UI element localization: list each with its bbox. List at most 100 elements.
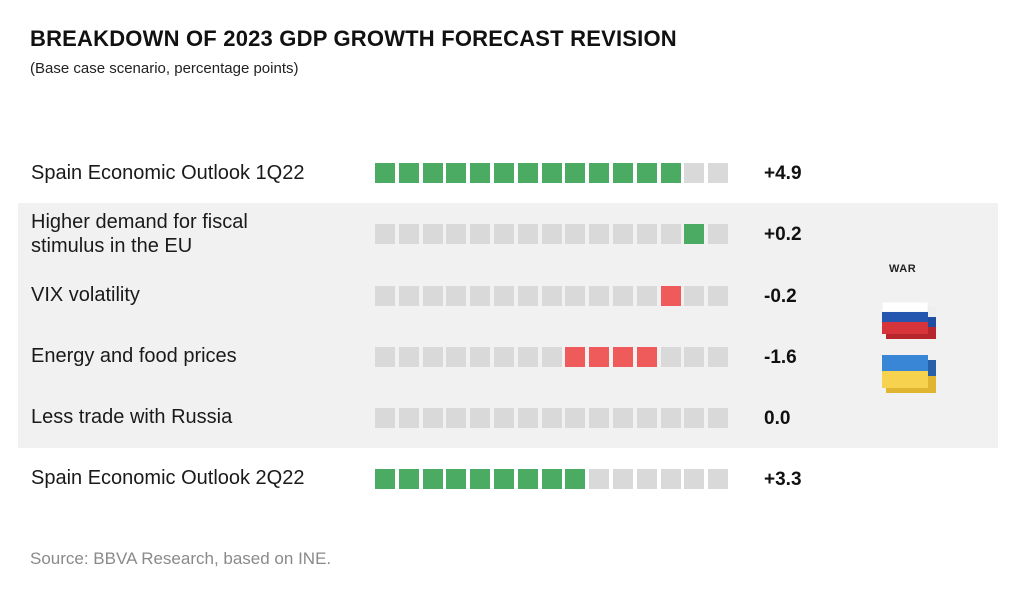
empty-block bbox=[446, 224, 467, 244]
empty-block bbox=[422, 286, 443, 306]
value-label: -1.6 bbox=[764, 347, 797, 368]
empty-block bbox=[708, 163, 729, 183]
negative-bar-block bbox=[565, 347, 586, 367]
empty-block bbox=[375, 408, 395, 428]
empty-block bbox=[470, 347, 491, 367]
empty-block bbox=[612, 224, 633, 244]
category-label: Energy and food prices bbox=[31, 345, 237, 367]
empty-block bbox=[398, 224, 419, 244]
value-label: 0.0 bbox=[764, 408, 791, 429]
empty-block bbox=[612, 408, 633, 428]
source-note: Source: BBVA Research, based on INE. bbox=[30, 549, 332, 568]
positive-bar-block bbox=[446, 163, 467, 183]
empty-block bbox=[660, 469, 681, 489]
value-label: +0.2 bbox=[764, 224, 802, 245]
empty-block bbox=[493, 224, 514, 244]
empty-block bbox=[517, 224, 538, 244]
bar-blocks bbox=[375, 347, 732, 367]
empty-block bbox=[422, 347, 443, 367]
empty-block bbox=[398, 286, 419, 306]
positive-bar-block bbox=[684, 224, 705, 244]
empty-block bbox=[375, 286, 395, 306]
chart-subtitle: (Base case scenario, percentage points) bbox=[30, 60, 299, 77]
empty-block bbox=[636, 469, 657, 489]
empty-block bbox=[470, 224, 491, 244]
empty-block bbox=[517, 286, 538, 306]
empty-block bbox=[589, 286, 610, 306]
negative-bar-block bbox=[660, 286, 681, 306]
empty-block bbox=[589, 408, 610, 428]
value-label: -0.2 bbox=[764, 286, 797, 307]
empty-block bbox=[565, 408, 586, 428]
empty-block bbox=[446, 408, 467, 428]
empty-block bbox=[422, 224, 443, 244]
positive-bar-block bbox=[493, 469, 514, 489]
category-label: Less trade with Russia bbox=[31, 406, 233, 428]
positive-bar-block bbox=[636, 163, 657, 183]
empty-block bbox=[636, 224, 657, 244]
empty-block bbox=[684, 286, 705, 306]
war-label: WAR bbox=[889, 263, 917, 275]
bar-blocks bbox=[375, 286, 732, 306]
empty-block bbox=[612, 469, 633, 489]
empty-block bbox=[565, 286, 586, 306]
ukraine-flag-icon bbox=[882, 355, 936, 393]
empty-block bbox=[660, 408, 681, 428]
empty-block bbox=[684, 469, 705, 489]
positive-bar-block bbox=[470, 469, 491, 489]
empty-block bbox=[684, 408, 705, 428]
negative-bar-block bbox=[612, 347, 633, 367]
positive-bar-block bbox=[517, 163, 538, 183]
empty-block bbox=[470, 408, 491, 428]
empty-block bbox=[708, 286, 729, 306]
empty-block bbox=[708, 224, 729, 244]
empty-block bbox=[375, 347, 395, 367]
positive-bar-block bbox=[398, 163, 419, 183]
chart-title: BREAKDOWN OF 2023 GDP GROWTH FORECAST RE… bbox=[30, 26, 677, 51]
positive-bar-block bbox=[541, 163, 562, 183]
bar-blocks bbox=[375, 224, 732, 244]
empty-block bbox=[517, 347, 538, 367]
empty-block bbox=[446, 347, 467, 367]
empty-block bbox=[493, 286, 514, 306]
positive-bar-block bbox=[589, 163, 610, 183]
value-label: +3.3 bbox=[764, 469, 802, 490]
empty-block bbox=[541, 408, 562, 428]
empty-block bbox=[660, 224, 681, 244]
positive-bar-block bbox=[375, 469, 395, 489]
empty-block bbox=[470, 286, 491, 306]
positive-bar-block bbox=[422, 469, 443, 489]
russia-flag-icon bbox=[882, 302, 936, 339]
empty-block bbox=[493, 408, 514, 428]
positive-bar-block bbox=[612, 163, 633, 183]
empty-block bbox=[541, 347, 562, 367]
empty-block bbox=[517, 408, 538, 428]
positive-bar-block bbox=[541, 469, 562, 489]
positive-bar-block bbox=[493, 163, 514, 183]
bar-blocks bbox=[375, 163, 732, 183]
empty-block bbox=[684, 163, 705, 183]
empty-block bbox=[708, 408, 729, 428]
negative-bar-block bbox=[589, 347, 610, 367]
positive-bar-block bbox=[660, 163, 681, 183]
empty-block bbox=[708, 347, 729, 367]
category-label: VIX volatility bbox=[31, 284, 140, 306]
negative-bar-block bbox=[636, 347, 657, 367]
positive-bar-block bbox=[398, 469, 419, 489]
bar-blocks bbox=[375, 408, 732, 428]
empty-block bbox=[375, 224, 395, 244]
empty-block bbox=[684, 347, 705, 367]
empty-block bbox=[708, 469, 729, 489]
empty-block bbox=[636, 408, 657, 428]
empty-block bbox=[660, 347, 681, 367]
empty-block bbox=[446, 286, 467, 306]
empty-block bbox=[398, 347, 419, 367]
empty-block bbox=[493, 347, 514, 367]
positive-bar-block bbox=[470, 163, 491, 183]
positive-bar-block bbox=[565, 469, 586, 489]
empty-block bbox=[541, 224, 562, 244]
empty-block bbox=[589, 469, 610, 489]
category-label: Spain Economic Outlook 1Q22 bbox=[31, 162, 305, 184]
empty-block bbox=[589, 224, 610, 244]
positive-bar-block bbox=[375, 163, 395, 183]
